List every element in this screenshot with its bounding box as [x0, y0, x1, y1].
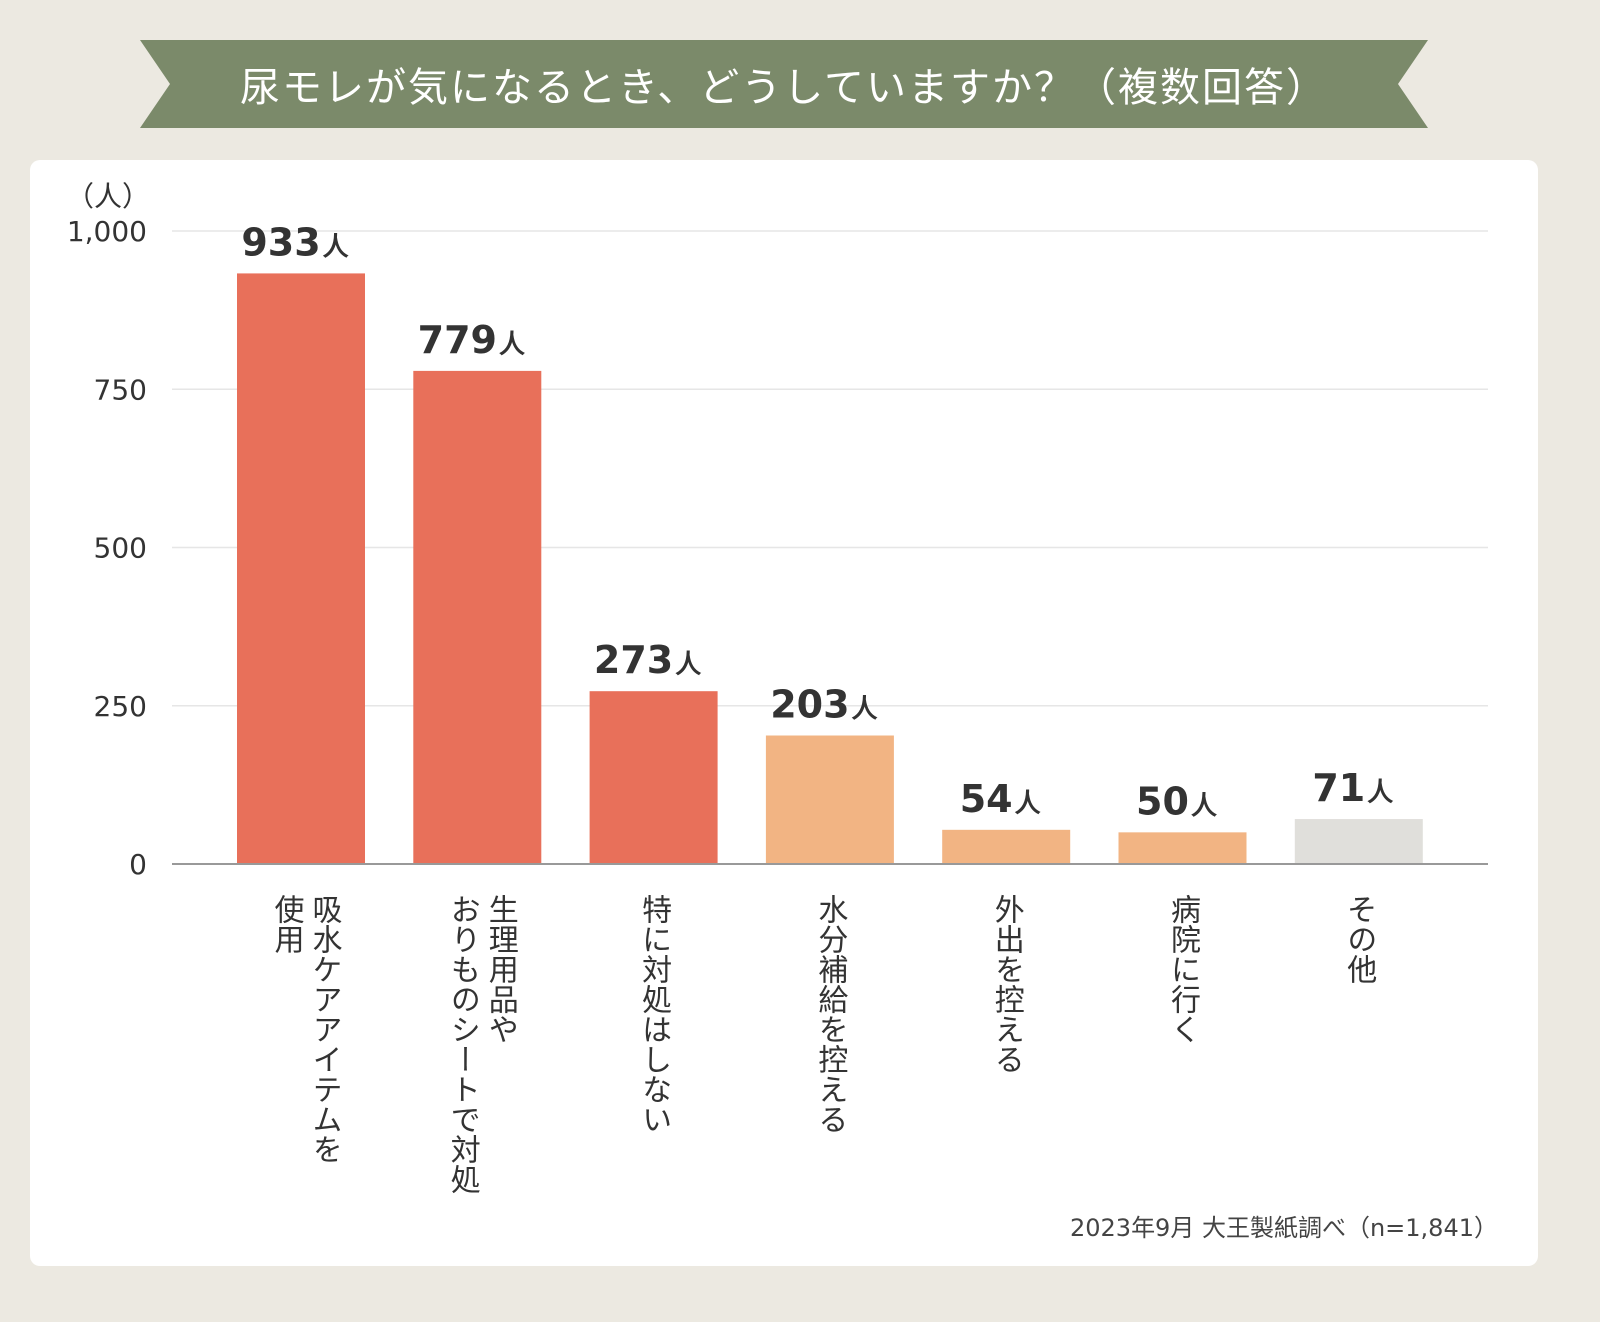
bar: [765, 735, 894, 864]
y-axis-unit-label: （人）: [66, 180, 150, 213]
x-category-label: 外出を控える: [989, 894, 1025, 1074]
data-label: 273人: [594, 638, 701, 682]
chart-card: 0 250 500 750 1,000 （人） 933人吸水ケアアイテムを 使用 779人生理用…: [30, 160, 1538, 1266]
y-tick-label: 500: [94, 532, 147, 565]
data-label: 779人: [418, 318, 525, 362]
x-category-label: 特に対処はしない: [636, 894, 672, 1134]
bar: [942, 829, 1071, 864]
data-label: 203人: [770, 683, 877, 727]
x-category-label: 水分補給を控える: [812, 894, 848, 1134]
x-category-label: 使用: [269, 894, 305, 954]
bar: [1294, 819, 1423, 864]
y-tick-label: 250: [94, 690, 147, 723]
x-category-label: 吸水ケアアイテムを: [307, 894, 342, 1164]
title-banner: 尿モレが気になるとき、どうしていますか？（複数回答）: [140, 40, 1428, 128]
data-label: 54人: [960, 777, 1041, 821]
y-tick-label: 1,000: [67, 215, 147, 248]
y-tick-label: 750: [94, 373, 147, 406]
bar: [589, 691, 718, 864]
x-category-label: 病院に行く: [1165, 894, 1201, 1044]
bar: [1118, 832, 1247, 864]
source-footnote: 2023年9月 大王製紙調べ（n=1,841）: [1069, 1214, 1498, 1242]
x-category-label: おりものシートで対処: [445, 894, 481, 1194]
bar: [237, 273, 365, 864]
data-label: 933人: [241, 220, 348, 264]
x-category-label: 生理用品や: [483, 894, 519, 1044]
y-tick-label: 0: [129, 848, 147, 881]
banner-ribbon-shape: [140, 40, 1428, 128]
data-label: 71人: [1312, 766, 1393, 810]
data-label: 50人: [1136, 779, 1217, 823]
bar: [413, 370, 542, 864]
x-category-label: その他: [1341, 894, 1377, 984]
chart-title: 尿モレが気になるとき、どうしていますか？（複数回答）: [240, 65, 1328, 111]
